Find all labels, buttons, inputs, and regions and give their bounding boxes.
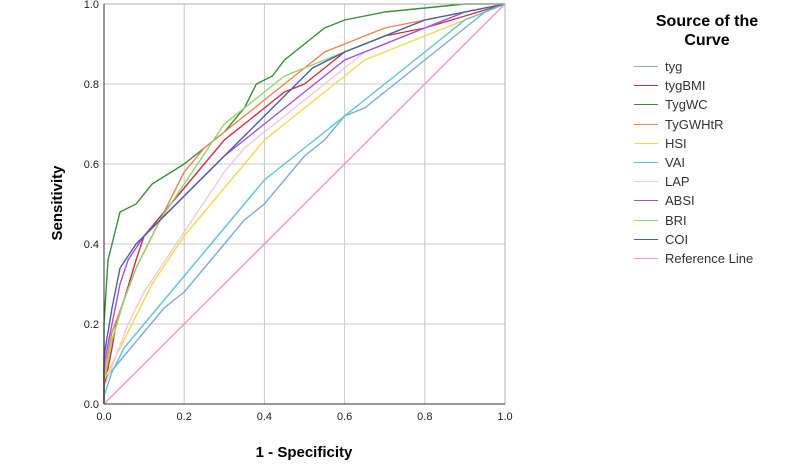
axes: [103, 3, 506, 405]
roc-curve-vai: [103, 3, 506, 404]
x-tick-label: 0.2: [177, 411, 192, 423]
roc-curve-hsi: [103, 3, 506, 404]
x-tick-labels: 0.0 0.2 0.4 0.6 0.8 1.0: [96, 411, 512, 423]
legend-item: Reference Line: [628, 249, 778, 268]
x-axis-title: 1 - Specificity: [256, 444, 353, 461]
roc-curve-reference-line: [103, 3, 506, 405]
legend-swatch: [634, 142, 658, 144]
legend-swatch: [634, 200, 658, 202]
y-axis-title: Sensitivity: [49, 165, 66, 241]
legend-label: tygBMI: [665, 78, 706, 94]
grid: [104, 4, 505, 404]
legend-item: tygBMI: [628, 76, 778, 95]
legend-label: LAP: [665, 174, 690, 190]
legend-item: TygWC: [628, 95, 778, 114]
legend-item: tyg: [628, 57, 778, 76]
legend-swatch: [634, 181, 658, 183]
legend: Source of the Curve tyg tygBMI TygWC TyGWHt…: [628, 12, 778, 268]
x-tick-label: 0.8: [417, 411, 432, 423]
legend-label: HSI: [665, 135, 687, 151]
legend-swatch: [634, 238, 658, 240]
y-tick-label: 0.4: [84, 239, 99, 251]
legend-item: ABSI: [628, 191, 778, 210]
roc-curve-tyg: [103, 3, 506, 404]
legend-swatch: [634, 123, 658, 125]
legend-swatch: [634, 219, 658, 221]
legend-swatch: [634, 104, 658, 106]
legend-item: COI: [628, 230, 778, 249]
roc-curve-tygwc: [103, 3, 505, 404]
legend-label: TygWC: [665, 97, 708, 113]
legend-item: BRI: [628, 211, 778, 230]
x-tick-label: 1.0: [497, 411, 512, 423]
x-tick-label: 0.6: [337, 411, 352, 423]
legend-label: BRI: [665, 212, 687, 228]
x-tick-label: 0.4: [257, 411, 272, 423]
y-tick-labels: 0.0 0.2 0.4 0.6 0.8 1.0: [84, 0, 99, 411]
legend-title: Source of the Curve: [655, 13, 759, 49]
legend-label: Reference Line: [665, 250, 754, 266]
legend-item: HSI: [628, 134, 778, 153]
y-tick-label: 0.2: [84, 319, 99, 331]
legend-item: TyGWHtR: [628, 115, 778, 134]
y-tick-label: 0.6: [84, 159, 99, 171]
roc-curve-coi: [103, 3, 506, 404]
roc-curves: [103, 3, 506, 405]
legend-label: ABSI: [665, 193, 695, 209]
legend-swatch: [634, 257, 658, 259]
legend-label: tyg: [665, 59, 683, 75]
y-tick-label: 0.0: [84, 399, 99, 411]
legend-item: LAP: [628, 172, 778, 191]
y-tick-label: 1.0: [84, 0, 99, 11]
legend-label: TyGWHtR: [665, 116, 724, 132]
y-tick-label: 0.8: [84, 79, 99, 91]
roc-curve-absi: [103, 3, 506, 404]
legend-swatch: [634, 85, 658, 87]
legend-label: VAI: [665, 155, 685, 171]
x-tick-label: 0.0: [96, 411, 111, 423]
legend-label: COI: [665, 231, 689, 247]
legend-items: tyg tygBMI TygWC TyGWHtR HSI VAI LAP ABSI BRI COI…: [628, 57, 778, 268]
legend-item: VAI: [628, 153, 778, 172]
legend-swatch: [634, 162, 658, 164]
legend-swatch: [634, 66, 658, 68]
